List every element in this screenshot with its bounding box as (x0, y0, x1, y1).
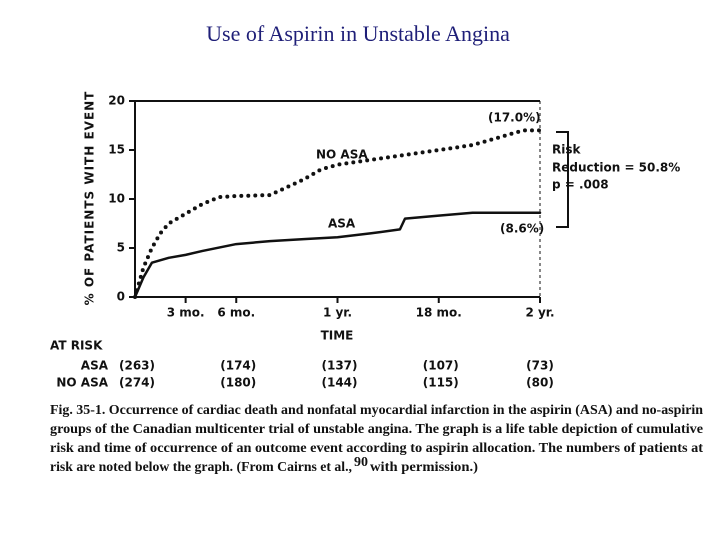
y-axis-label: % OF PATIENTS WITH EVENT (83, 91, 97, 306)
at-risk-count: (274) (119, 376, 155, 390)
at-risk-count: (137) (321, 359, 357, 373)
at-risk-count: (263) (119, 359, 155, 373)
risk-note: Reduction = 50.8% (552, 161, 680, 175)
at-risk-count: (174) (220, 359, 256, 373)
caption: risk and time of occurrence of an outcom… (50, 441, 703, 456)
x-tick-label: 3 mo. (167, 306, 205, 320)
at-risk-count: (115) (423, 376, 459, 390)
end-label: (17.0%) (488, 111, 541, 125)
at-risk-title: AT RISK (50, 339, 103, 353)
bracket (556, 131, 569, 228)
y-tick-label: 10 (108, 192, 125, 206)
x-tick-label: 6 mo. (217, 306, 255, 320)
y-tick-label: 5 (117, 241, 125, 255)
slide-title: Use of Aspirin in Unstable Angina (206, 21, 510, 46)
caption: Fig. 35-1. Occurrence of cardiac death a… (50, 403, 703, 418)
caption: with permission.) (370, 460, 478, 475)
at-risk-name: ASA (81, 359, 109, 373)
x-tick-label: 2 yr. (525, 306, 554, 320)
x-tick-label: 1 yr. (323, 306, 352, 320)
y-tick-label: 0 (117, 290, 125, 304)
series-label: ASA (328, 217, 356, 231)
y-tick-label: 15 (108, 143, 125, 157)
series-line (133, 211, 542, 299)
series-label: NO ASA (316, 148, 368, 162)
y-tick-label: 20 (108, 94, 125, 108)
at-risk-count: (107) (423, 359, 459, 373)
at-risk-name: NO ASA (56, 376, 108, 390)
caption: risk are noted below the graph. (From Ca… (50, 460, 352, 475)
at-risk-count: (73) (526, 359, 554, 373)
x-axis-label: TIME (321, 329, 354, 343)
series-line (133, 128, 542, 299)
at-risk-count: (180) (220, 376, 256, 390)
x-tick-label: 18 mo. (416, 306, 462, 320)
caption-ref: 90 (354, 455, 368, 470)
at-risk-count: (144) (321, 376, 357, 390)
end-label: (8.6%) (500, 222, 544, 236)
caption: groups of the Canadian multicenter trial… (50, 422, 703, 437)
risk-note: p = .008 (552, 178, 609, 192)
risk-note: Risk (552, 143, 581, 157)
at-risk-count: (80) (526, 376, 554, 390)
